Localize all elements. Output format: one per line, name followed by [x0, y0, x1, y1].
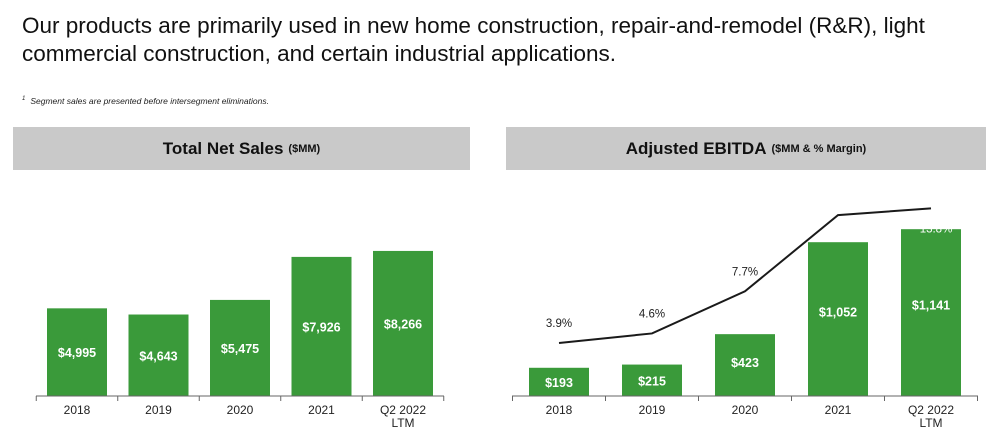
ebitda-title: Adjusted EBITDA [625, 138, 767, 158]
x-tick-label: 2021 [308, 403, 335, 417]
bar [622, 364, 682, 396]
x-tick-label: LTM [391, 416, 414, 430]
x-tick-label: Q2 2022 [908, 403, 954, 417]
bar-value-label: $4,643 [139, 349, 177, 363]
net-sales-title-band: Total Net Sales ($MM) [13, 127, 470, 170]
bar-value-label: $7,926 [302, 320, 340, 334]
bar [210, 299, 270, 396]
bar [715, 334, 775, 396]
bar [47, 308, 107, 396]
net-sales-title: Total Net Sales [162, 138, 284, 158]
margin-label: 3.9% [546, 318, 572, 330]
margin-label: 4.6% [639, 308, 665, 320]
x-tick-label: 2021 [825, 403, 852, 417]
x-tick-label: Q2 2022 [380, 403, 426, 417]
x-tick-label: 2020 [227, 403, 254, 417]
ebitda-title-band: Adjusted EBITDA ($MM & % Margin) [506, 127, 986, 170]
x-tick-label: 2020 [732, 403, 759, 417]
bar [808, 242, 868, 396]
bar-value-label: $215 [638, 374, 666, 388]
net-sales-chart: $4,995 2018 $4,643 2019 $5,475 2020 $7,926 2021… [35, 250, 445, 430]
bar-value-label: $4,995 [58, 346, 96, 360]
ebitda-title-unit: ($MM & % Margin) [771, 142, 867, 155]
margin-label: 7.7% [732, 266, 758, 278]
bar-value-label: $5,475 [221, 342, 259, 356]
margin-label: 13.8% [920, 223, 953, 235]
bar [373, 250, 433, 396]
bar [128, 314, 189, 396]
headline: Our products are primarily used in new h… [22, 13, 925, 66]
footnote: 1 Segment sales are presented before inte… [22, 96, 269, 106]
bar [901, 229, 961, 396]
bar [529, 367, 589, 396]
x-tick-label: 2019 [145, 403, 172, 417]
ebitda-chart: $193 2018 $215 2019 $423 2020 $1,052 2021 $1,141… [512, 207, 978, 430]
margin-label: 13.3% [827, 230, 860, 242]
bar [291, 256, 352, 396]
x-tick-label: LTM [919, 416, 942, 430]
bar-value-label: $8,266 [384, 317, 422, 331]
bar-value-label: $193 [545, 376, 573, 390]
x-tick-label: 2018 [546, 403, 573, 417]
bar-value-label: $423 [731, 356, 759, 370]
net-sales-title-unit: ($MM) [288, 142, 321, 155]
margin-line [558, 207, 932, 344]
bar-value-label: $1,052 [819, 305, 857, 319]
x-tick-label: 2019 [639, 403, 666, 417]
bar-value-label: $1,141 [912, 298, 950, 312]
x-tick-label: 2018 [64, 403, 91, 417]
footnote-text: Segment sales are presented before inter… [30, 96, 269, 106]
footnote-marker: 1 [22, 96, 26, 103]
